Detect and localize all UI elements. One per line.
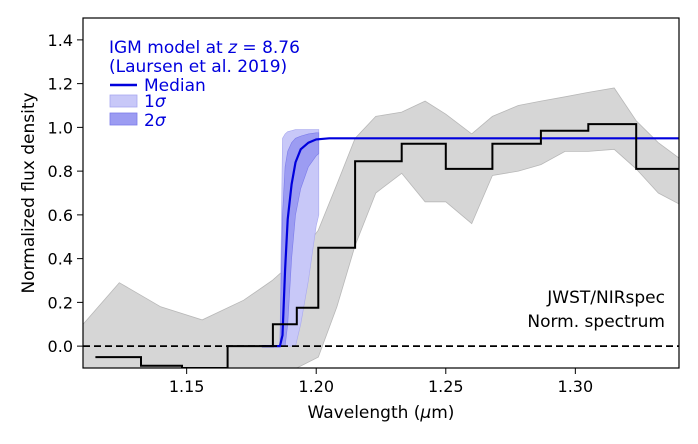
plot-area bbox=[83, 87, 679, 368]
annotation-spectrum: Norm. spectrum bbox=[527, 312, 665, 332]
x-axis-title: Wavelength (μm) bbox=[308, 403, 455, 423]
x-tick-label: 1.30 bbox=[558, 377, 594, 396]
y-tick-label: 0.6 bbox=[48, 206, 73, 225]
igm-1sigma-band bbox=[279, 132, 320, 347]
y-tick-label: 1.2 bbox=[48, 75, 73, 94]
spectrum-error-band bbox=[83, 87, 679, 368]
legend-subtitle: (Laursen et al. 2019) bbox=[109, 57, 287, 77]
legend: IGM model at z = 8.76 (Laursen et al. 20… bbox=[109, 38, 300, 131]
y-tick-label: 0.4 bbox=[48, 250, 73, 269]
spectrum-layer bbox=[95, 123, 679, 368]
y-axis-title: Normalized flux density bbox=[19, 92, 39, 293]
x-tick-label: 1.25 bbox=[428, 377, 464, 396]
y-tick-label: 1.4 bbox=[48, 31, 73, 50]
legend-title: IGM model at z = 8.76 bbox=[109, 38, 300, 58]
y-tick-label: 0.2 bbox=[48, 293, 73, 312]
legend-sigma1-label: 1σ bbox=[144, 92, 167, 112]
legend-sigma1-swatch bbox=[109, 94, 138, 108]
x-tick-label: 1.20 bbox=[298, 377, 334, 396]
igm-median-line bbox=[261, 137, 679, 348]
sigma1-band-layer bbox=[279, 132, 320, 347]
plot-frame bbox=[82, 17, 680, 369]
legend-median-label: Median bbox=[144, 76, 206, 96]
legend-sigma2-swatch bbox=[109, 112, 138, 126]
y-tick-label: 0.0 bbox=[48, 337, 73, 356]
error-band-layer bbox=[83, 87, 679, 368]
x-tick-label: 1.15 bbox=[169, 377, 205, 396]
axis-ticks: 1.15 1.20 1.25 1.30 0.0 0.2 0.4 0.6 0.8 1.0 1.2 1.4 bbox=[48, 31, 594, 396]
spectrum-step-line bbox=[95, 123, 679, 368]
legend-sigma2-label: 2σ bbox=[144, 111, 167, 131]
median-line-layer bbox=[261, 137, 679, 348]
y-tick-label: 0.8 bbox=[48, 162, 73, 181]
annotation-instrument: JWST/NIRspec bbox=[546, 288, 665, 308]
y-tick-label: 1.0 bbox=[48, 118, 73, 137]
